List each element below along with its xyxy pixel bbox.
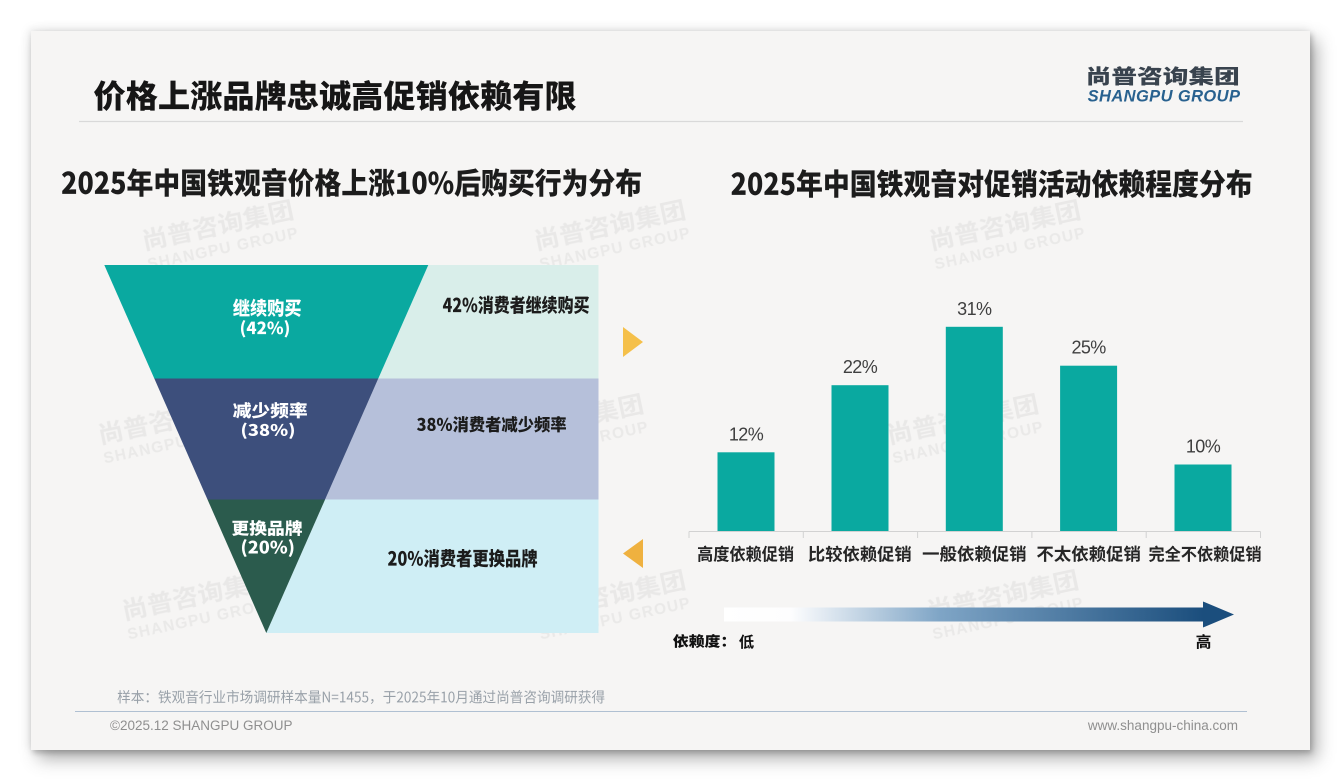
svg-text:22%: 22% — [843, 357, 878, 377]
svg-text:25%: 25% — [1071, 338, 1106, 358]
svg-text:©2025.12 SHANGPU GROUP: ©2025.12 SHANGPU GROUP — [110, 718, 293, 733]
svg-text:12%: 12% — [729, 424, 764, 444]
svg-text:10%: 10% — [1186, 437, 1221, 457]
svg-text:31%: 31% — [957, 299, 992, 319]
svg-text:www.shangpu-china.com: www.shangpu-china.com — [1087, 718, 1238, 733]
svg-text:SHANGPU GROUP: SHANGPU GROUP — [1088, 88, 1241, 106]
